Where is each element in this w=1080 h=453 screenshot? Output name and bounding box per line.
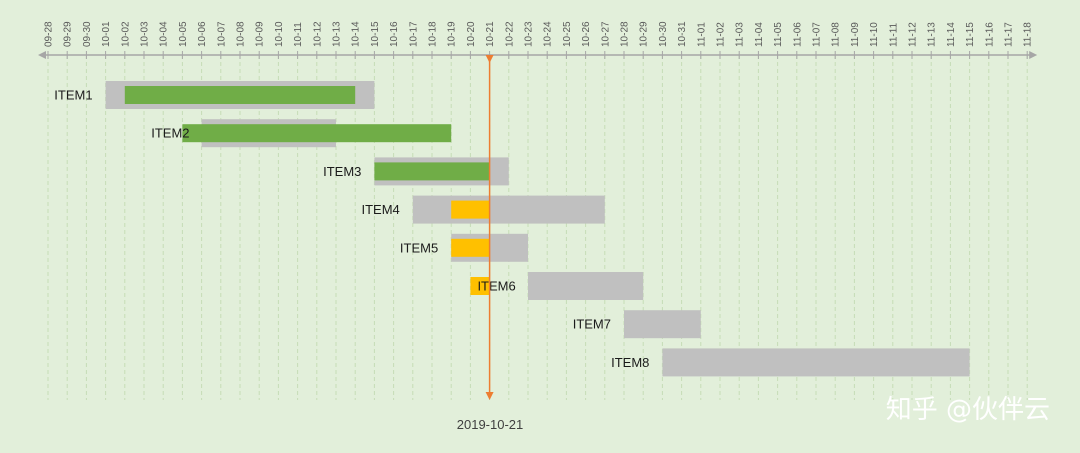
planned-bar [528,272,644,300]
x-tick-label: 10-05 [178,21,189,47]
planned-bar [412,195,605,224]
x-tick-label: 11-13 [927,22,938,47]
task-label: ITEM8 [611,355,649,370]
x-tick-label: 10-22 [504,21,515,47]
x-tick-label: 10-04 [159,21,170,47]
x-tick-label: 11-08 [831,22,842,47]
x-tick-label: 10-03 [140,21,151,47]
x-tick-label: 10-31 [677,21,688,47]
x-tick-label: 11-05 [773,22,784,47]
x-tick-label: 11-14 [946,22,957,47]
x-tick-label: 10-12 [312,21,323,47]
x-tick-label: 10-02 [120,21,131,47]
x-tick-label: 10-13 [332,21,343,47]
actual-progress-bar [451,238,490,257]
x-tick-label: 11-10 [869,22,880,47]
x-tick-label: 09-30 [82,21,93,47]
gridlines [47,55,1028,400]
x-tick-label: 11-18 [1023,22,1034,47]
x-tick-label: 10-01 [101,21,112,47]
date-axis: 09-28 09-29 09-30 10-01 10-02 10-03 10-04 10-05… [38,21,1038,59]
x-tick-label: 11-07 [812,22,823,47]
x-tick-label: 10-07 [216,21,227,47]
task-label: ITEM6 [477,279,515,294]
x-tick-label: 10-16 [389,21,400,47]
x-tick-label: 10-18 [428,21,439,47]
x-tick-label: 10-30 [658,21,669,47]
task-label: ITEM1 [54,88,92,103]
x-tick-label: 10-10 [274,21,285,47]
actual-progress-bar [451,200,490,219]
today-date-label: 2019-10-21 [457,417,524,432]
task-label: ITEM3 [323,164,361,179]
x-tick-label: 11-02 [716,22,727,47]
today-arrow-top [485,55,494,63]
x-tick-label: 10-26 [581,21,592,47]
x-tick-label: 11-15 [965,22,976,47]
x-tick-label: 10-08 [236,21,247,47]
x-tick-label: 09-28 [44,21,55,47]
planned-bar [662,348,970,377]
x-tick-label: 10-19 [447,21,458,47]
x-tick-label: 11-09 [850,22,861,47]
x-tick-label: 10-27 [600,21,611,47]
x-tick-label: 10-20 [466,21,477,47]
actual-progress-bar [124,86,356,104]
x-tick-label: 10-29 [639,21,650,47]
x-tick-label: 09-29 [63,21,74,47]
x-tick-label: 11-01 [696,22,707,47]
actual-progress-bar [182,124,452,143]
x-tick-label: 11-03 [735,22,746,47]
x-tick-label: 11-06 [792,22,803,47]
x-tick-label: 11-11 [888,22,899,47]
x-tick-label: 11-04 [754,22,765,47]
x-tick-label: 10-14 [351,21,362,47]
task-bars: ITEM1 ITEM2 ITEM3 ITEM4 ITEM5 ITEM6 ITEM7 ITEM8 [54,81,970,377]
x-tick-label: 10-24 [543,21,554,47]
watermark-text: 知乎 @伙伴云 [886,395,1050,425]
x-tick-label: 10-25 [562,21,573,47]
x-tick-label: 10-21 [485,21,496,47]
task-label: ITEM5 [400,240,438,255]
x-tick-label: 10-15 [370,21,381,47]
x-tick-label: 10-09 [255,21,266,47]
axis-arrow-right [1029,51,1038,59]
today-marker [485,55,494,400]
task-label: ITEM7 [573,317,611,332]
task-label: ITEM2 [151,126,189,141]
x-tick-label: 10-28 [620,21,631,47]
task-label: ITEM4 [362,202,400,217]
x-tick-label: 11-17 [1004,22,1015,47]
actual-progress-bar [374,162,490,181]
today-arrow-bottom [485,392,494,400]
x-tick-label: 11-12 [908,22,919,47]
x-tick-label: 10-06 [197,21,208,47]
x-tick-label: 10-23 [524,21,535,47]
actual-progress-bar [470,277,490,295]
axis-arrow-left [38,51,46,59]
planned-bar [624,310,701,339]
x-tick-label: 11-16 [984,22,995,47]
x-tick-label: 10-17 [408,21,419,47]
x-tick-label: 10-11 [293,22,304,47]
